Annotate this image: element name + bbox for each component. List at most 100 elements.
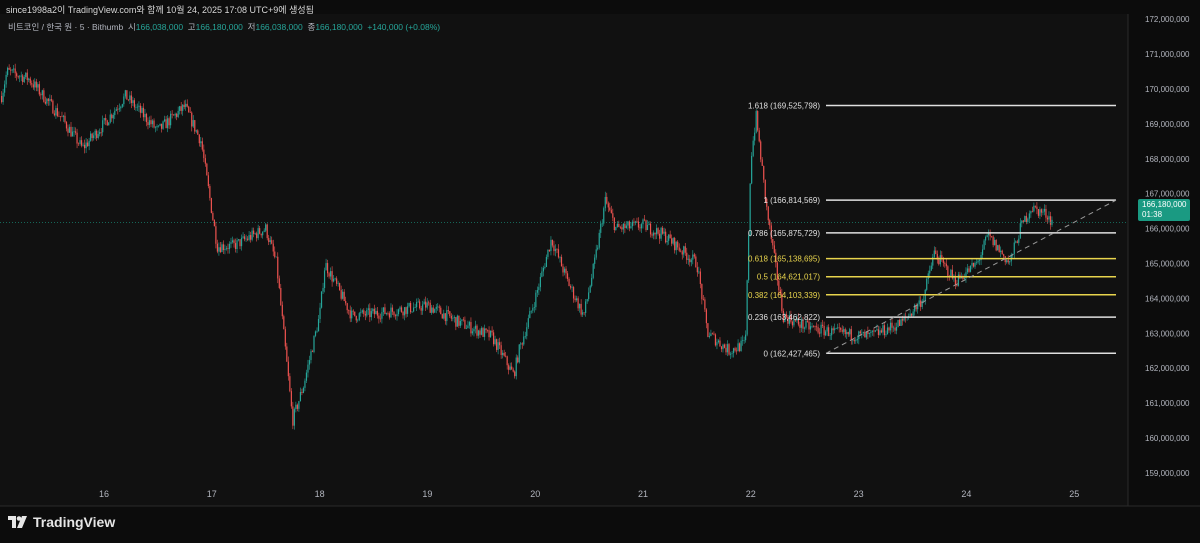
candle-body [637,221,640,228]
candle-body [25,72,27,78]
candle-body [560,257,563,267]
candle-body [207,175,209,187]
candle-body [690,259,692,263]
candle-body [394,315,397,317]
candle-body [467,325,469,329]
candle-body [791,321,794,326]
candle-body [565,268,567,274]
candle-body [1037,209,1040,216]
candle-body [814,326,816,327]
candle-body [364,313,366,316]
candle-body [583,312,585,313]
candle-body [136,106,139,108]
candle-body [105,118,107,121]
candle-body [972,262,975,267]
candle-body [978,259,981,261]
candle-body [428,302,430,304]
candle-body [182,104,184,111]
tradingview-logo[interactable]: TradingView [8,514,115,530]
candle-body [938,259,940,265]
candle-body [805,320,807,328]
candle-body [785,314,787,318]
candle-body [328,273,330,277]
candle-body [889,322,892,331]
candle-body [221,244,223,253]
candle-body [597,247,599,250]
candle-body [343,291,345,302]
candle-body [557,249,560,258]
candle-body [829,335,831,336]
candle-body [963,278,966,279]
candle-body [319,307,321,319]
candle-body [148,120,151,126]
candle-body [162,121,164,129]
candle-body [218,247,220,252]
candle-body [227,248,229,250]
candle-body [693,254,695,257]
candle-body [280,287,282,305]
candle-body [628,221,631,229]
tv-logo-icon [8,516,27,528]
candle-body [648,223,650,225]
candle-body [606,196,608,204]
candle-body [59,116,62,117]
candle-body [806,320,809,322]
candle-body [108,122,110,126]
candle-body [649,223,652,235]
symbol-name[interactable]: 비트코인 / 한국 원 · 5 · Bithumb [8,22,124,32]
candle-body [1016,241,1018,243]
candle-body [7,67,9,75]
candle-body [242,236,244,238]
candle-body [333,278,335,282]
candle-body [586,299,588,302]
candle-body [99,132,101,135]
candle-body [903,317,905,321]
candle-body [1031,211,1033,212]
candle-body [600,223,602,233]
x-tick-label: 23 [854,489,864,499]
candle-body [607,203,609,208]
candle-body [73,131,75,133]
candle-body [90,133,92,141]
candle-body [486,330,489,331]
candle-body [784,314,786,323]
candle-body [911,313,913,316]
candle-body [966,268,969,273]
candle-body [77,143,80,145]
candle-body [915,305,917,310]
fib-trend-line [825,199,1117,354]
candle-body [577,298,579,309]
y-tick-label: 168,000,000 [1145,155,1190,164]
candle-body [188,106,190,113]
candle-body [429,302,431,313]
candle-body [575,298,578,301]
candle-body [174,113,176,116]
candle-body [1034,205,1036,207]
candle-body [683,246,685,255]
candle-body [772,239,774,246]
candle-body [452,317,454,319]
candle-body [825,331,827,336]
last-price: 166,180,000 [1142,200,1187,209]
candle-body [82,144,84,146]
candle-body [177,110,179,117]
candle-body [130,95,132,104]
attribution-text: since1998a2이 TradingView.com와 함께 10월 24,… [6,5,314,15]
candle-body [79,140,81,144]
brand-name: TradingView [33,514,116,530]
candle-body [372,308,374,312]
x-tick-label: 22 [746,489,756,499]
candle-body [947,266,949,277]
candle-body [763,165,765,180]
candle-body [109,114,111,123]
candle-body [96,130,98,138]
candle-body [726,344,729,353]
candle-body [544,266,546,268]
candle-body [920,300,922,307]
candle-body [707,323,709,337]
candle-body [195,130,197,132]
candle-body [446,310,448,322]
candle-body [305,372,308,381]
candle-body [704,299,706,310]
